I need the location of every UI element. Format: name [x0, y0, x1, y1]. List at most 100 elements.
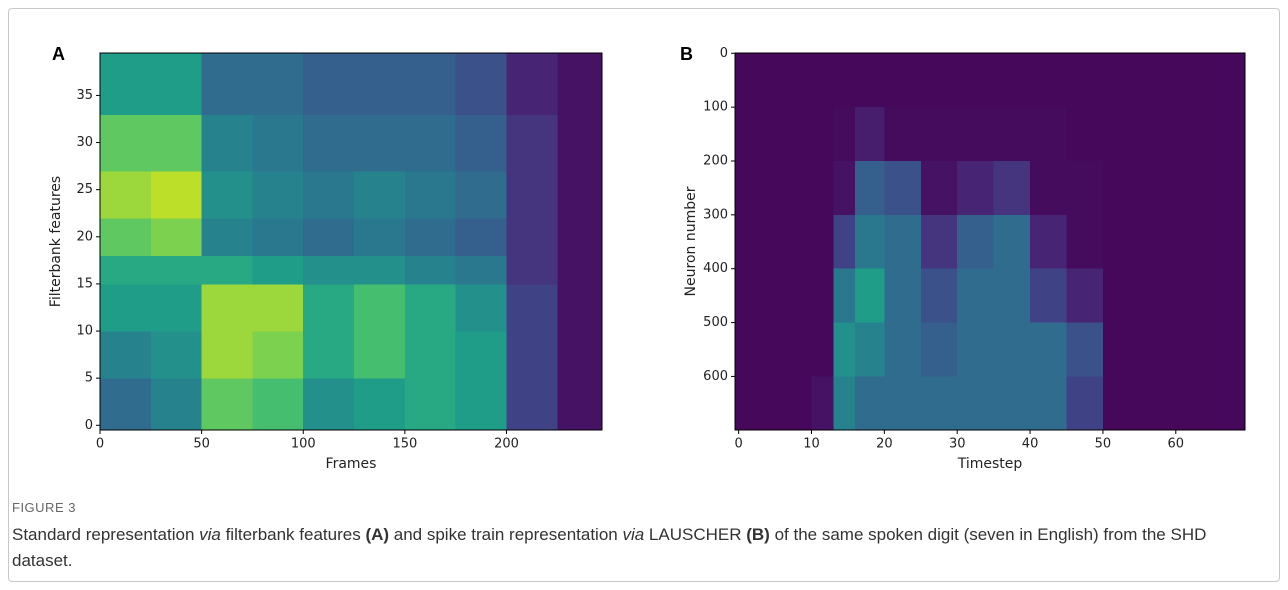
y-tick-label: 25 — [76, 182, 93, 197]
heatmap-cell — [303, 283, 355, 332]
chart: 0 50 100 150 20005101520253035FramesFilterba… — [48, 44, 1246, 472]
heatmap-cell — [455, 255, 507, 285]
heatmap-cell — [354, 255, 406, 285]
heatmap-cell — [920, 268, 958, 324]
heatmap-cell — [150, 217, 203, 257]
y-tick-label: 35 — [76, 88, 93, 103]
heatmap-cell — [506, 255, 558, 285]
heatmap-cell — [303, 53, 355, 115]
heatmap-cell — [557, 378, 603, 431]
heatmap-cell — [557, 53, 603, 115]
heatmap-cell — [506, 114, 558, 172]
heatmap-cell — [303, 255, 355, 285]
heatmap-cell — [557, 283, 603, 332]
y-tick-label: 5 — [85, 371, 93, 386]
heatmap-cell — [775, 53, 812, 108]
heatmap-cell — [993, 160, 1031, 216]
heatmap-cell — [1066, 107, 1104, 162]
x-tick-label: 150 — [392, 437, 417, 452]
caption-text: of the same spoken digit (seven in Engli… — [12, 525, 1207, 570]
heatmap-cell — [1066, 160, 1104, 216]
heatmap-cell — [150, 255, 203, 285]
heatmap-cell — [957, 268, 995, 324]
heatmap-cell — [404, 114, 457, 172]
heatmap-cell — [1030, 214, 1067, 270]
heatmap-cell — [811, 160, 834, 216]
heatmap-cell — [252, 283, 304, 332]
heatmap-cell — [855, 214, 885, 270]
heatmap-cell — [506, 283, 558, 332]
heatmap-cell — [201, 217, 253, 257]
heatmap-cell — [150, 170, 203, 219]
heatmap-cell — [1066, 322, 1104, 377]
heatmap-cell — [993, 268, 1031, 324]
figure-frame — [8, 8, 1280, 582]
x-tick-label: 0 — [735, 437, 743, 452]
heatmap-cell — [775, 214, 812, 270]
heatmap-cell — [557, 217, 603, 257]
heatmap-cell — [1102, 160, 1246, 216]
heatmap-cell — [775, 107, 812, 162]
heatmap-cell — [354, 170, 406, 219]
heatmap-cell — [1030, 160, 1067, 216]
heatmap-cell — [506, 170, 558, 219]
heatmap-cell — [100, 283, 152, 332]
heatmap-cell — [855, 107, 885, 162]
x-tick-label: 20 — [876, 437, 893, 452]
heatmap-cell — [1030, 107, 1067, 162]
caption-text: filterbank features — [220, 525, 366, 544]
heatmap-cell — [303, 114, 355, 172]
heatmap-cell — [920, 160, 958, 216]
heatmap-cell — [884, 322, 922, 377]
heatmap-cell — [455, 170, 507, 219]
heatmap-cell — [735, 214, 776, 270]
heatmap-cell — [404, 217, 457, 257]
heatmap-cell — [252, 170, 304, 219]
heatmap-cell — [811, 214, 834, 270]
y-tick-label: 600 — [703, 369, 728, 384]
heatmap-cell — [303, 217, 355, 257]
heatmap-cell — [735, 160, 776, 216]
heatmap-cell — [506, 331, 558, 379]
heatmap-cell — [201, 53, 253, 115]
y-tick-label: 100 — [703, 100, 728, 115]
heatmap-cell — [884, 214, 922, 270]
panel-label: A — [52, 44, 65, 64]
heatmap-cell — [957, 322, 995, 377]
heatmap-cell — [506, 53, 558, 115]
heatmap-cell — [735, 53, 776, 108]
y-tick-label: 0 — [85, 418, 93, 433]
heatmap-cell — [150, 331, 203, 379]
heatmap-cell — [100, 114, 152, 172]
heatmap-cell — [884, 53, 922, 108]
heatmap-cell — [855, 376, 885, 431]
x-tick-label: 10 — [803, 437, 820, 452]
y-tick-label: 10 — [76, 324, 93, 339]
figure-label: FIGURE 3 — [12, 500, 76, 515]
heatmap-cell — [920, 214, 958, 270]
heatmap-cell — [557, 114, 603, 172]
x-tick-label: 200 — [494, 437, 519, 452]
heatmap-cell — [557, 255, 603, 285]
heatmap-cell — [735, 268, 776, 324]
heatmap-cell — [957, 107, 995, 162]
heatmap-cell — [201, 170, 253, 219]
heatmap-cell — [252, 331, 304, 379]
heatmap-cell — [833, 268, 856, 324]
heatmap-cell — [775, 376, 812, 431]
heatmap-cell — [993, 376, 1031, 431]
heatmap-cell — [455, 53, 507, 115]
heatmap-cell — [1066, 214, 1104, 270]
heatmap-cell — [404, 378, 457, 431]
heatmap-cell — [833, 214, 856, 270]
heatmap-cell — [201, 378, 253, 431]
heatmap-cell — [920, 107, 958, 162]
heatmap-cell — [884, 376, 922, 431]
heatmap-cell — [201, 114, 253, 172]
heatmap-cell — [1102, 107, 1246, 162]
heatmap-cell — [201, 255, 253, 285]
caption-text: via — [622, 525, 645, 544]
heatmap-cell — [811, 322, 834, 377]
heatmap-cell — [404, 170, 457, 219]
heatmap-cell — [1102, 322, 1246, 377]
